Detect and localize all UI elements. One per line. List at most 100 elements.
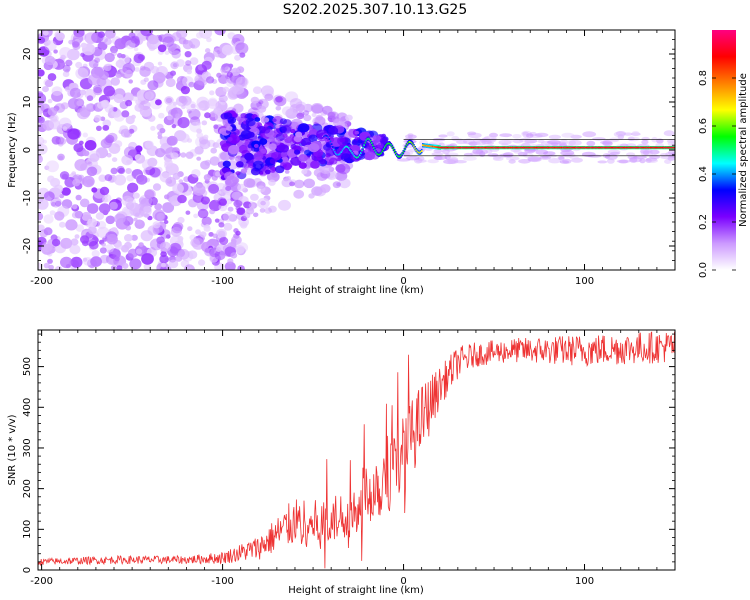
heatmap-cell <box>204 247 211 254</box>
heatmap-cell <box>592 146 595 149</box>
heatmap-cell <box>222 211 234 222</box>
heatmap-cell <box>193 213 199 219</box>
heatmap-cell <box>44 79 54 88</box>
heatmap-cell <box>204 112 211 119</box>
heatmap-cell <box>59 47 72 59</box>
heatmap-cell <box>439 146 441 149</box>
heatmap-cell <box>81 211 92 221</box>
heatmap-cell <box>125 168 132 174</box>
heatmap-cell <box>121 110 130 118</box>
heatmap-cell <box>130 114 136 120</box>
heatmap-cell <box>666 146 668 149</box>
heatmap-cell <box>227 258 234 264</box>
heatmap-cell <box>387 142 389 145</box>
heatmap-cell <box>290 129 296 134</box>
spectrogram-y-label: Frequency (Hz) <box>7 112 18 188</box>
heatmap-cell <box>641 146 643 149</box>
heatmap-cell <box>101 36 108 43</box>
heatmap-cell <box>60 237 73 249</box>
colorbar-tick-label: 0.6 <box>698 118 709 134</box>
heatmap-cell <box>559 146 562 149</box>
heatmap-cell <box>311 186 323 196</box>
heatmap-cell <box>124 234 133 242</box>
heatmap-cell <box>505 156 520 161</box>
heatmap-cell <box>82 150 90 157</box>
heatmap-cell <box>157 44 167 53</box>
heatmap-cell <box>396 154 398 156</box>
heatmap-cell <box>284 169 290 174</box>
heatmap-cell <box>472 146 474 149</box>
heatmap-cell <box>101 99 110 108</box>
heatmap-cell <box>159 127 166 134</box>
heatmap-cell <box>157 61 163 66</box>
heatmap-cell <box>208 232 214 237</box>
heatmap-cell <box>469 146 472 149</box>
heatmap-cell <box>59 171 70 180</box>
heatmap-cell <box>587 146 589 149</box>
heatmap-cell <box>55 32 65 41</box>
heatmap-cell <box>620 146 623 149</box>
heatmap-cell <box>527 156 541 162</box>
heatmap-cell <box>252 86 262 94</box>
heatmap-cell <box>51 86 63 96</box>
heatmap-cell <box>76 100 83 107</box>
heatmap-cell <box>618 146 621 149</box>
heatmap-cell <box>388 142 390 145</box>
heatmap-cell <box>194 146 204 155</box>
heatmap-cell <box>647 146 650 149</box>
heatmap-cell <box>338 153 340 156</box>
heatmap-cell <box>127 182 139 193</box>
heatmap-cell <box>401 153 403 155</box>
x-tick-label: -100 <box>211 576 234 587</box>
heatmap-cell <box>225 186 232 191</box>
heatmap-cell <box>228 214 238 222</box>
heatmap-cell <box>347 146 349 148</box>
heatmap-cell <box>306 158 313 163</box>
heatmap-cell <box>226 71 233 78</box>
heatmap-cell <box>632 146 635 149</box>
x-tick-label: 0 <box>400 576 406 587</box>
heatmap-cell <box>569 146 572 149</box>
heatmap-cell <box>243 178 256 188</box>
heatmap-cell <box>190 44 196 49</box>
heatmap-cell <box>177 216 185 224</box>
heatmap-cell <box>156 212 165 221</box>
heatmap-cell <box>518 159 531 164</box>
heatmap-cell <box>136 219 143 225</box>
heatmap-cell <box>491 146 494 149</box>
heatmap-cell <box>489 146 491 149</box>
x-tick-label: 100 <box>575 576 594 587</box>
snr-background <box>38 330 675 570</box>
heatmap-cell <box>377 142 384 149</box>
figure-title: S202.2025.307.10.13.G25 <box>283 2 468 18</box>
heatmap-cell <box>69 244 81 255</box>
heatmap-cell <box>190 103 196 109</box>
heatmap-cell <box>208 199 222 212</box>
heatmap-cell <box>188 81 195 88</box>
heatmap-cell <box>592 137 606 141</box>
heatmap-cell <box>551 146 553 149</box>
heatmap-cell <box>515 146 517 149</box>
heatmap-cell <box>217 230 226 238</box>
heatmap-cell <box>204 159 212 166</box>
y-tick-label: 400 <box>22 398 33 417</box>
heatmap-cell <box>614 146 616 149</box>
heatmap-cell <box>131 234 138 241</box>
heatmap-cell <box>126 174 134 182</box>
heatmap-cell <box>65 219 78 231</box>
heatmap-cell <box>640 146 642 149</box>
y-tick-label: 100 <box>22 520 33 539</box>
heatmap-cell <box>113 174 127 186</box>
heatmap-cell <box>236 207 246 215</box>
heatmap-cell <box>548 134 562 140</box>
heatmap-cell <box>572 146 575 149</box>
heatmap-cell <box>187 250 198 259</box>
heatmap-cell <box>203 174 211 181</box>
heatmap-cell <box>390 144 393 146</box>
heatmap-cell <box>451 146 453 149</box>
heatmap-cell <box>470 151 483 157</box>
heatmap-cell <box>493 146 496 149</box>
heatmap-cell <box>209 209 216 215</box>
heatmap-cell <box>512 139 524 144</box>
snr-x-label: Height of straight line (km) <box>288 585 424 596</box>
